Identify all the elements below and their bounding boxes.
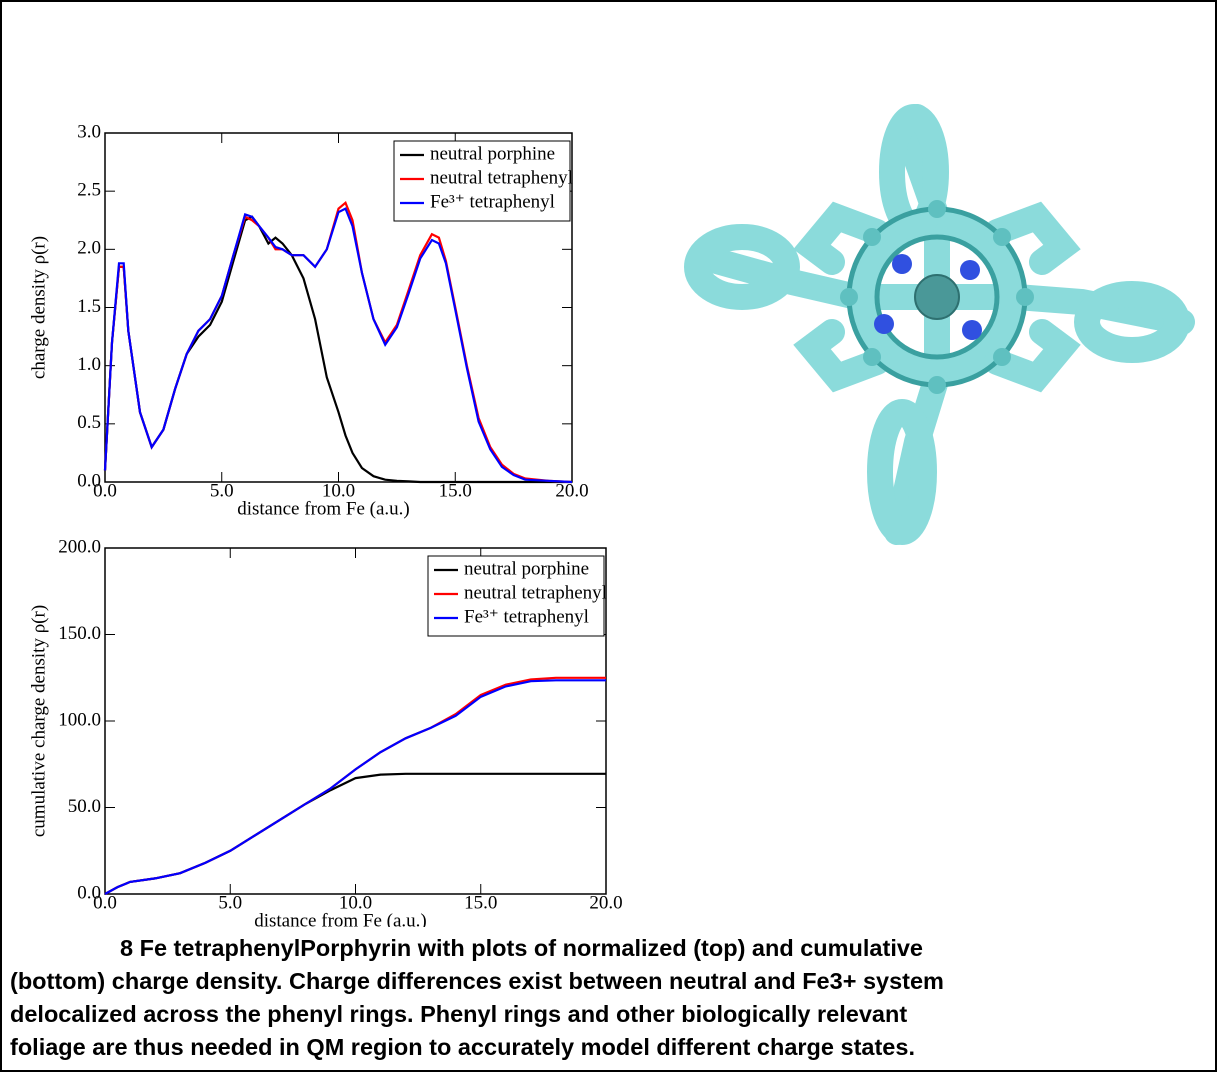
series-line [105, 774, 606, 894]
series-line [105, 203, 572, 482]
legend-label: neutral porphine [464, 558, 589, 579]
x-axis-label: distance from Fe (a.u.) [254, 910, 427, 927]
y-tick-label: 3.0 [77, 121, 101, 142]
y-tick-label: 50.0 [68, 796, 101, 817]
x-axis-label: distance from Fe (a.u.) [237, 498, 410, 519]
y-tick-label: 1.5 [77, 296, 101, 317]
legend-label: neutral tetraphenyl [464, 582, 607, 603]
series-line [105, 209, 572, 482]
x-tick-label: 5.0 [210, 480, 234, 501]
series-line [105, 680, 606, 894]
y-tick-label: 2.0 [77, 238, 101, 259]
y-tick-label: 1.0 [77, 354, 101, 375]
y-axis-label: cumulative charge density ρ(r) [28, 605, 49, 837]
caption-line: 8 Fe tetraphenylPorphyrin with plots of … [10, 932, 1210, 965]
legend-label: neutral porphine [430, 143, 555, 164]
y-tick-label: 100.0 [58, 709, 101, 730]
legend-label: neutral tetraphenyl [430, 167, 573, 188]
caption: 8 Fe tetraphenylPorphyrin with plots of … [10, 932, 1210, 1064]
y-tick-label: 200.0 [58, 536, 101, 557]
caption-line: foliage are thus needed in QM region to … [10, 1031, 1210, 1064]
y-tick-label: 0.5 [77, 412, 101, 433]
page: 0.05.010.015.020.00.00.51.01.52.02.53.0d… [0, 0, 1217, 1072]
caption-line: delocalized across the phenyl rings. Phe… [10, 998, 1210, 1031]
y-tick-label: 150.0 [58, 623, 101, 644]
x-tick-label: 20.0 [555, 480, 588, 501]
y-tick-label: 0.0 [77, 470, 101, 491]
series-line [105, 678, 606, 894]
y-axis-label: charge density ρ(r) [28, 236, 49, 379]
y-tick-label: 0.0 [77, 882, 101, 903]
caption-line: (bottom) charge density. Charge differen… [10, 965, 1210, 998]
x-tick-label: 20.0 [589, 892, 622, 913]
x-tick-label: 5.0 [218, 892, 242, 913]
x-tick-label: 15.0 [464, 892, 497, 913]
x-tick-label: 15.0 [439, 480, 472, 501]
y-tick-label: 2.5 [77, 180, 101, 201]
legend-label: Fe³⁺ tetraphenyl [430, 191, 555, 212]
legend-label: Fe³⁺ tetraphenyl [464, 606, 589, 627]
molecule [697, 117, 1182, 532]
series-line [105, 217, 572, 482]
